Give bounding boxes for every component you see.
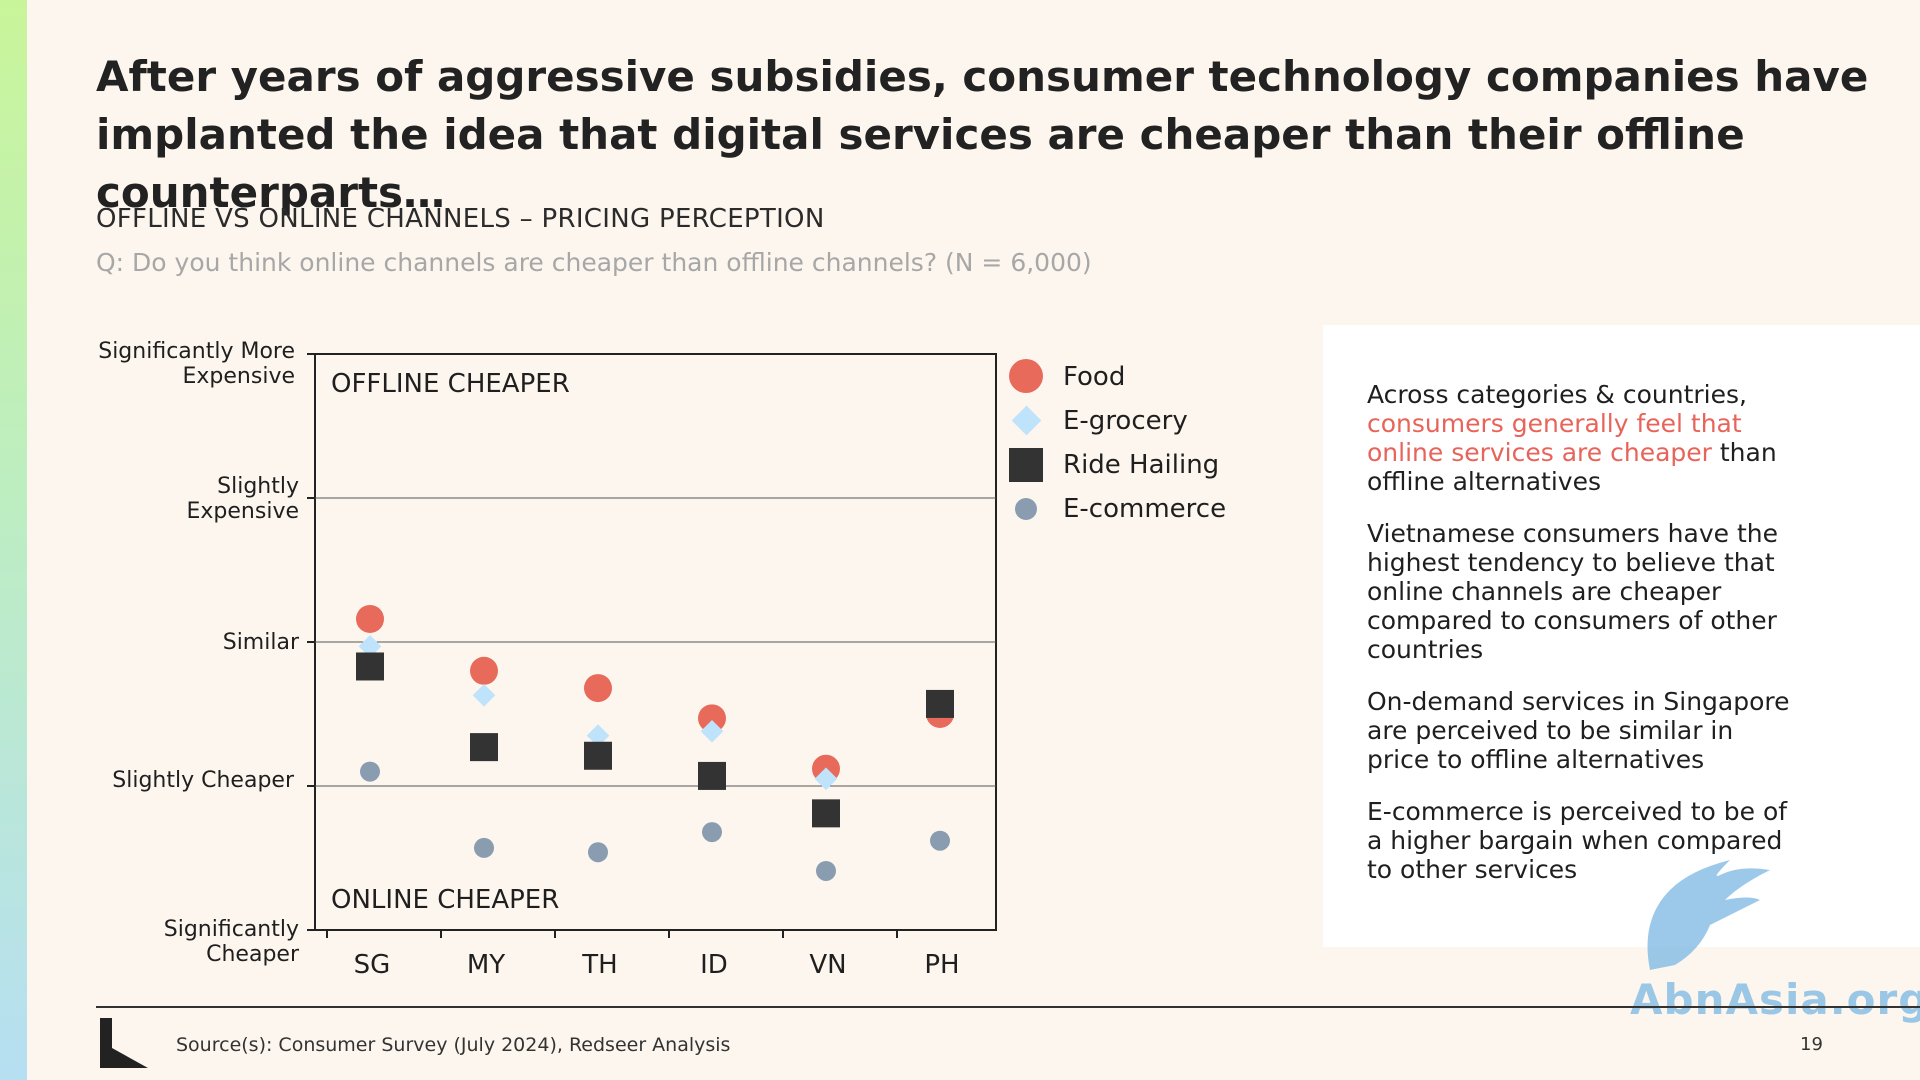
point-e-commerce-vn — [816, 861, 836, 881]
legend-item-egrocery: E-grocery — [1005, 399, 1226, 443]
x-tick-label-my: MY — [467, 950, 505, 980]
chart-legend: Food E-grocery Ride Hailing E-commerce — [1005, 355, 1226, 531]
legend-label: E-commerce — [1063, 494, 1226, 524]
legend-label: Food — [1063, 362, 1125, 392]
region-label-online-cheaper: ONLINE CHEAPER — [331, 885, 559, 915]
watermark-bird-icon — [1630, 830, 1780, 980]
point-e-commerce-id — [702, 822, 722, 842]
region-label-offline-cheaper: OFFLINE CHEAPER — [331, 369, 570, 399]
point-ride-hailing-th — [584, 742, 612, 770]
page-number: 19 — [1800, 1034, 1823, 1055]
legend-item-food: Food — [1005, 355, 1226, 399]
point-e-commerce-th — [588, 842, 608, 862]
insights-panel: Across categories & countries, consumers… — [1323, 325, 1920, 947]
source-note: Source(s): Consumer Survey (July 2024), … — [176, 1034, 730, 1056]
point-food-th — [584, 674, 612, 702]
circle-marker-icon — [1005, 357, 1055, 397]
insight-3: On-demand services in Singapore are perc… — [1367, 687, 1797, 774]
point-ride-hailing-my — [470, 733, 498, 761]
x-tick-label-sg: SG — [354, 950, 391, 980]
legend-item-ecommerce: E-commerce — [1005, 487, 1226, 531]
company-logo-icon — [98, 1018, 150, 1068]
point-food-my — [470, 657, 498, 685]
legend-label: Ride Hailing — [1063, 450, 1219, 480]
x-tick-label-th: TH — [581, 950, 617, 980]
point-ride-hailing-vn — [812, 799, 840, 827]
diamond-marker-icon — [1005, 401, 1055, 441]
x-tick-label-vn: VN — [809, 950, 846, 980]
legend-label: E-grocery — [1063, 406, 1188, 436]
insight-1: Across categories & countries, consumers… — [1367, 380, 1797, 496]
point-e-commerce-sg — [360, 762, 380, 782]
point-e-commerce-my — [474, 838, 494, 858]
point-e-grocery-my — [473, 684, 496, 707]
point-e-commerce-ph — [930, 831, 950, 851]
insight-1-text-a: Across categories & countries, — [1367, 380, 1747, 409]
x-tick-label-ph: PH — [924, 950, 959, 980]
point-ride-hailing-ph — [926, 690, 954, 718]
point-ride-hailing-sg — [356, 652, 384, 680]
watermark-text: AbnAsia.org — [1630, 975, 1920, 1024]
insight-2: Vietnamese consumers have the highest te… — [1367, 519, 1797, 664]
point-ride-hailing-id — [698, 762, 726, 790]
insight-1-highlight: consumers generally feel that online ser… — [1367, 409, 1742, 467]
x-tick-label-id: ID — [700, 950, 728, 980]
footer-divider — [96, 1006, 1920, 1008]
dot-marker-icon — [1005, 489, 1055, 529]
point-food-sg — [356, 605, 384, 633]
square-marker-icon — [1005, 445, 1055, 485]
legend-item-ride-hailing: Ride Hailing — [1005, 443, 1226, 487]
